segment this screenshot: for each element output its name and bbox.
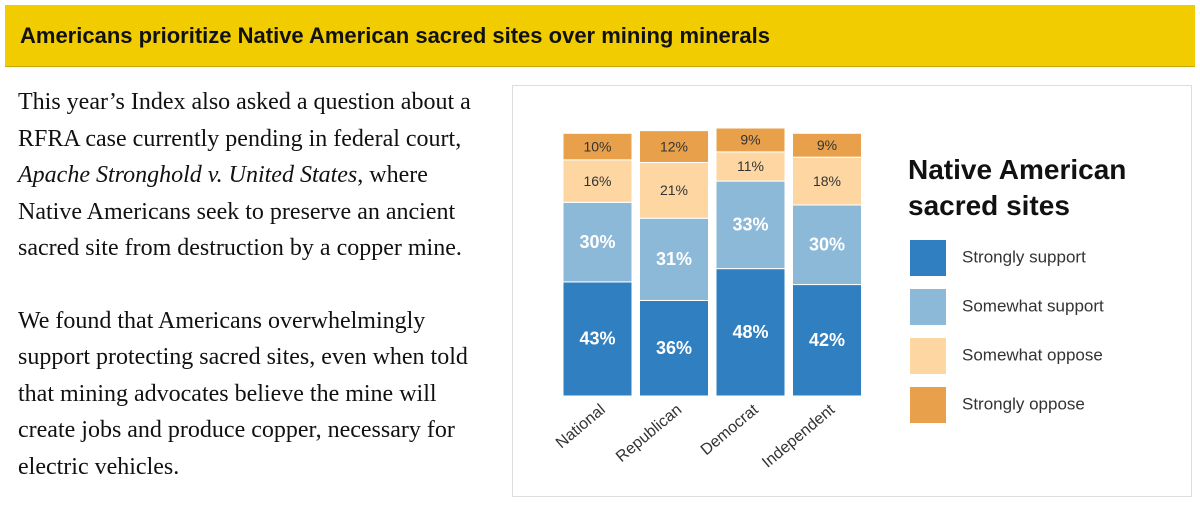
chart: 43% 30% 16% 10% National 36% 31% 21% 12% Republic… (553, 127, 1104, 472)
legend-label: Somewhat oppose (962, 345, 1103, 364)
legend-swatch (910, 387, 946, 423)
paragraph: This year’s Index also asked a question … (18, 84, 493, 267)
legend-label: Strongly support (962, 247, 1086, 266)
value-label: 9% (817, 137, 837, 153)
legend-title: Native American sacred sites (908, 154, 1127, 221)
value-label: 10% (583, 138, 611, 154)
legend-label: Strongly oppose (962, 394, 1085, 413)
bar-segment (792, 204, 862, 286)
legend-swatch (910, 338, 946, 374)
value-label: 12% (660, 138, 688, 154)
bar-segment (639, 130, 709, 163)
text: This year’s Index also asked a question … (18, 89, 471, 152)
bar-segment (715, 268, 786, 397)
value-label: 11% (737, 158, 764, 174)
text: , where Native Americans seek to preserv… (18, 162, 462, 261)
bar-segment (715, 127, 786, 153)
value-label: 43% (579, 329, 615, 349)
value-label: 42% (809, 330, 845, 350)
legend-swatch (910, 289, 946, 325)
value-label: 30% (809, 235, 845, 255)
bar-segment (792, 284, 862, 397)
value-label: 36% (656, 338, 692, 358)
bar-segment (639, 217, 709, 301)
value-label: 18% (813, 173, 841, 189)
header-title: Americans prioritize Native American sac… (20, 23, 770, 48)
page: {"header": {"title": "Americans prioriti… (5, 5, 1195, 497)
case-name: Apache Stronghold v. United States (18, 162, 358, 188)
bar-segment (562, 201, 633, 283)
value-label: 33% (732, 215, 768, 235)
value-label: 9% (740, 132, 760, 148)
x-tick-label: Independent (759, 401, 839, 472)
x-tick-label: Democrat (698, 401, 762, 459)
bar-segment (562, 159, 633, 203)
bar-segment (792, 132, 862, 158)
value-label: 48% (732, 322, 768, 342)
bar-segment (715, 151, 786, 182)
value-label: 21% (660, 182, 688, 198)
text: We found that Americans overwhelmingly s… (18, 307, 468, 480)
value-label: 31% (656, 249, 692, 269)
legend-swatch (910, 240, 946, 276)
bar-segment (562, 132, 633, 161)
value-label: 30% (579, 232, 615, 252)
body-text: This year’s Index also asked a question … (18, 84, 493, 521)
paragraph: We found that Americans overwhelmingly s… (18, 303, 493, 486)
chart-frame (512, 85, 1192, 497)
bar-segment (792, 156, 862, 206)
bar-segment (562, 281, 633, 397)
bar-segment (639, 299, 709, 397)
legend-label: Somewhat support (962, 296, 1104, 315)
bar-segment (639, 161, 709, 219)
header-bar: Americans prioritize Native American sac… (5, 5, 1195, 67)
x-tick-label: Republican (613, 401, 685, 465)
x-tick-label: National (553, 401, 609, 452)
value-label: 16% (583, 173, 611, 189)
